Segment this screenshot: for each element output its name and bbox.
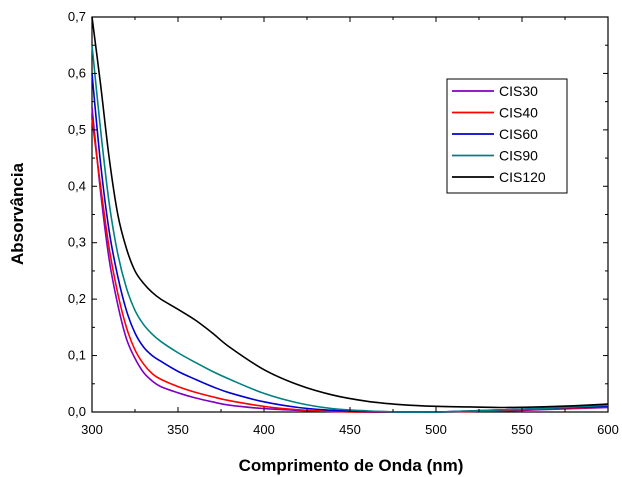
y-tick-label: 0,4 bbox=[68, 178, 86, 193]
legend-label-cis60: CIS60 bbox=[499, 126, 538, 142]
y-axis-title: Absorvância bbox=[8, 162, 27, 265]
legend-label-cis40: CIS40 bbox=[499, 105, 538, 121]
x-axis-title: Comprimento de Onda (nm) bbox=[239, 456, 464, 475]
y-tick-label: 0,7 bbox=[68, 9, 86, 24]
x-tick-label: 550 bbox=[511, 422, 533, 437]
y-tick-label: 0,0 bbox=[68, 404, 86, 419]
series-line-cis120 bbox=[91, 16, 609, 409]
x-tick-label: 400 bbox=[253, 422, 275, 437]
y-tick-label: 0,6 bbox=[68, 65, 86, 80]
legend-label-cis120: CIS120 bbox=[499, 169, 546, 185]
y-tick-label: 0,1 bbox=[68, 348, 86, 363]
tick-layer: 300 350 400 450 500 550 600 0,0 0,1 0,2 0,3 0,4 0,5 0… bbox=[68, 9, 619, 437]
x-tick-label: 500 bbox=[425, 422, 447, 437]
legend-label-cis30: CIS30 bbox=[499, 83, 538, 99]
legend-box bbox=[446, 78, 568, 194]
x-tick-label: 450 bbox=[339, 422, 361, 437]
y-tick-label: 0,2 bbox=[68, 291, 86, 306]
x-tick-label: 300 bbox=[81, 422, 103, 437]
y-tick-label: 0,3 bbox=[68, 235, 86, 250]
series-layer bbox=[91, 16, 609, 413]
series-line-cis90 bbox=[91, 45, 609, 413]
x-tick-label: 350 bbox=[167, 422, 189, 437]
legend: CIS30 CIS40 CIS60 CIS90 CIS120 bbox=[446, 78, 568, 194]
plot-area bbox=[91, 16, 609, 413]
y-tick-label: 0,5 bbox=[68, 122, 86, 137]
legend-label-cis90: CIS90 bbox=[499, 148, 538, 164]
x-tick-label: 600 bbox=[597, 422, 619, 437]
